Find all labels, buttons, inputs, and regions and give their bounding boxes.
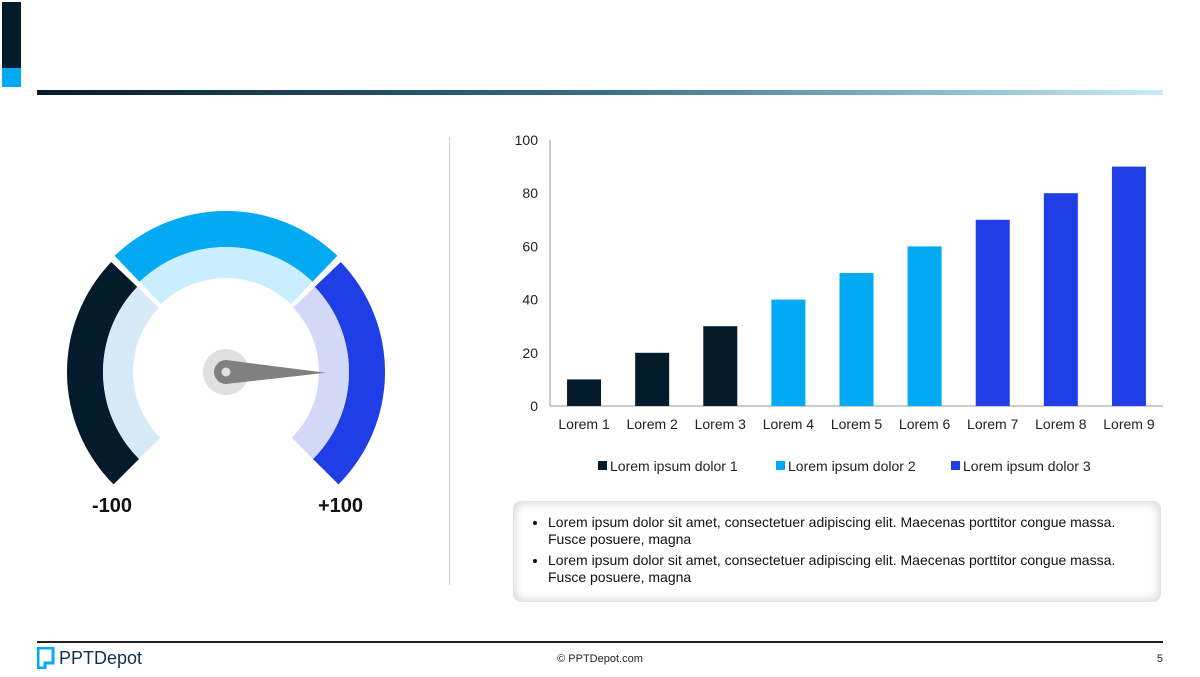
note-item: Lorem ipsum dolor sit amet, consectetuer… [548,552,1140,586]
x-tick-label: Lorem 7 [967,416,1019,432]
x-tick-label: Lorem 1 [558,416,610,432]
logo-text: PPTDepot [59,647,143,668]
y-tick-label: 60 [522,238,538,254]
gauge-max-label: +100 [318,495,364,517]
bar [907,246,942,406]
legend-label: Lorem ipsum dolor 3 [963,458,1091,474]
page-number: 5 [1156,653,1163,665]
gauge-needle-pin [221,367,231,377]
gauge-arc-middle [114,210,338,282]
bar [771,299,806,406]
gauge-arc-middle-inner [139,247,313,305]
title-accent-blue [2,68,21,87]
footer-rule [37,641,1163,643]
legend-swatch [951,461,960,470]
legend-swatch [598,461,607,470]
title-rule [37,90,1163,95]
bar [1111,166,1146,406]
bar [839,273,874,406]
y-tick-label: 100 [515,132,539,148]
bar [635,352,670,406]
y-tick-label: 80 [522,185,538,201]
bar [1043,193,1078,406]
note-item: Lorem ipsum dolor sit amet, consectetuer… [548,514,1140,548]
divider [449,137,450,585]
x-tick-label: Lorem 4 [763,416,815,432]
bar [703,326,738,406]
x-tick-label: Lorem 3 [695,416,747,432]
legend-label: Lorem ipsum dolor 2 [788,458,916,474]
y-tick-label: 0 [530,398,538,414]
y-tick-label: 20 [522,345,538,361]
bar-chart: 0 20 40 60 80 100 Lorem 1 Lorem 2 Lorem 3 Lorem 4… [515,132,1163,474]
x-tick-label: Lorem 8 [1035,416,1087,432]
gauge-arc-right [312,261,385,485]
gauge-arc-left-inner [103,286,161,459]
gauge-min-label: -100 [92,495,133,517]
logo: PPTDepot [37,647,142,669]
bar [567,379,602,406]
x-tick-label: Lorem 5 [831,416,883,432]
y-tick-label: 40 [522,292,538,308]
x-tick-label: Lorem 2 [626,416,678,432]
footer-copyright: © PPTDepot.com [557,653,643,665]
logo-icon [37,647,55,669]
gauge [67,210,385,485]
legend-label: Lorem ipsum dolor 1 [610,458,738,474]
title-accent-dark [2,2,21,68]
gauge-needle [213,360,326,384]
x-tick-label: Lorem 6 [899,416,951,432]
notes-box: Lorem ipsum dolor sit amet, consectetuer… [513,501,1161,602]
legend-swatch [776,461,785,470]
bar [975,219,1010,406]
gauge-arc-left [67,261,140,485]
x-tick-label: Lorem 9 [1103,416,1155,432]
